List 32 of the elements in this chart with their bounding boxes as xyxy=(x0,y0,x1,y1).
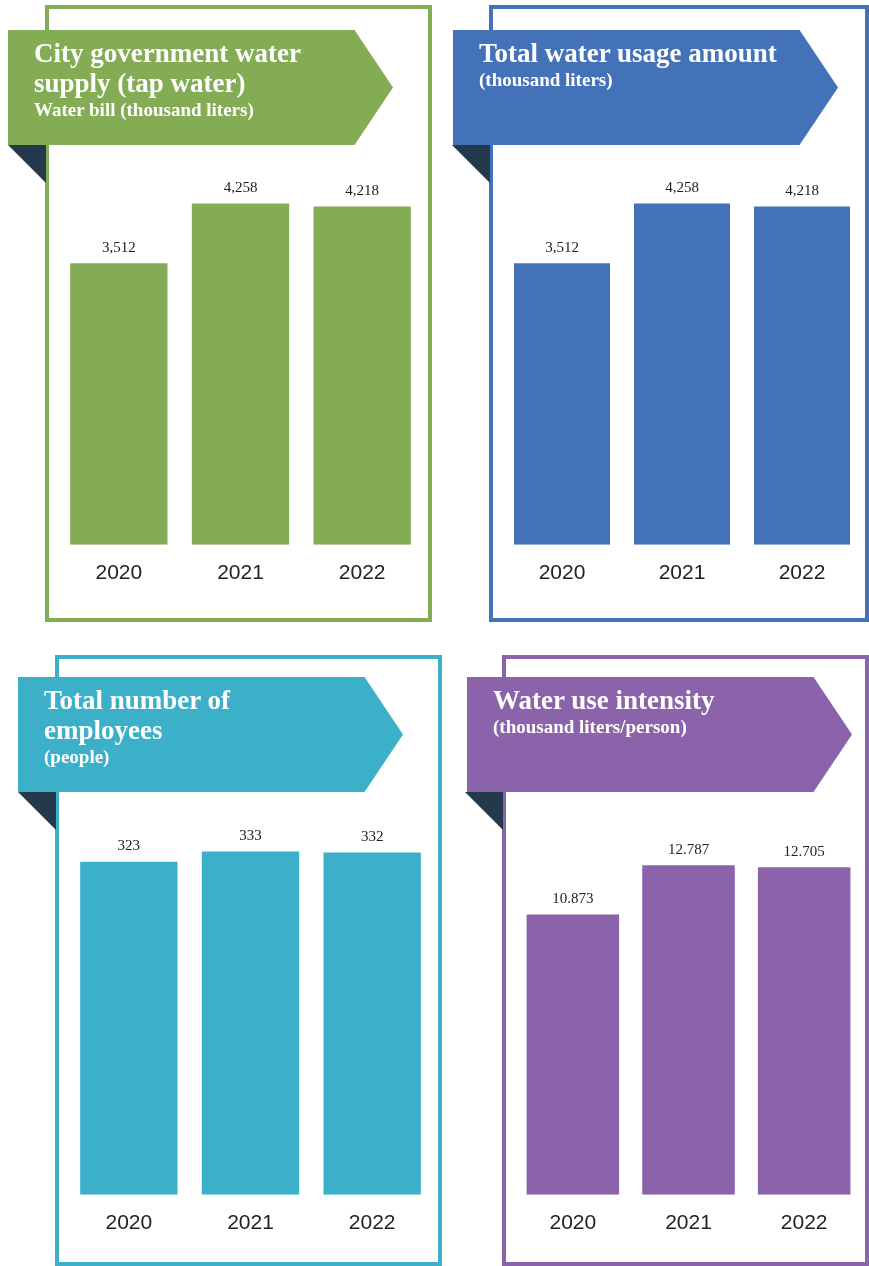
data-label: 12.705 xyxy=(783,842,825,859)
x-tick-label: 2021 xyxy=(665,1210,712,1234)
data-label: 10.873 xyxy=(552,890,594,907)
chart-subtitle: Water bill (thousand liters) xyxy=(34,98,255,122)
x-tick-label: 2022 xyxy=(348,1210,396,1234)
chart-subtitle: (people) xyxy=(44,745,111,769)
data-label: 4,218 xyxy=(785,182,819,199)
x-tick-label: 2021 xyxy=(227,1210,274,1234)
data-label: 4,258 xyxy=(665,178,699,195)
x-tick-label: 2021 xyxy=(217,560,264,584)
x-tick-label: 2020 xyxy=(95,560,143,584)
data-label: 3,512 xyxy=(545,238,579,255)
x-tick-label: 2022 xyxy=(338,560,386,584)
chart-title: Total water usage amount xyxy=(479,38,778,68)
data-label: 323 xyxy=(117,837,141,854)
chart-subtitle: (thousand liters) xyxy=(479,68,614,92)
chart-title: City government water supply (tap water) xyxy=(34,38,302,98)
chart-title: Total number of employees xyxy=(44,685,232,745)
x-tick-label: 2022 xyxy=(778,560,826,584)
x-tick-label: 2022 xyxy=(780,1210,828,1234)
data-label: 3,512 xyxy=(101,238,136,255)
data-label: 332 xyxy=(360,827,384,844)
x-tick-label: 2021 xyxy=(658,560,706,584)
x-tick-label: 2020 xyxy=(538,560,586,584)
chart-title: Water use intensity xyxy=(493,685,716,715)
data-label: 4,218 xyxy=(345,182,380,199)
data-label: 333 xyxy=(239,826,262,843)
x-tick-label: 2020 xyxy=(549,1210,597,1234)
chart-subtitle: (thousand liters/person) xyxy=(493,715,688,739)
x-tick-label: 2020 xyxy=(105,1210,153,1234)
data-label: 12.787 xyxy=(667,840,710,857)
data-label: 4,258 xyxy=(223,178,258,195)
